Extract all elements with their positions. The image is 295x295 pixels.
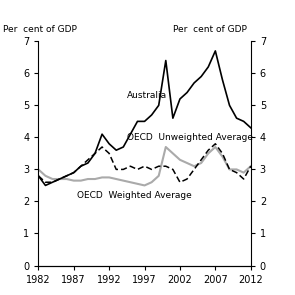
Text: Australia: Australia — [127, 91, 167, 100]
Text: OECD  Unweighted Average: OECD Unweighted Average — [127, 133, 253, 142]
Text: Per  cent of GDP: Per cent of GDP — [173, 25, 246, 34]
Text: Per  cent of GDP: Per cent of GDP — [3, 25, 77, 34]
Text: OECD  Weighted Average: OECD Weighted Average — [77, 191, 192, 199]
